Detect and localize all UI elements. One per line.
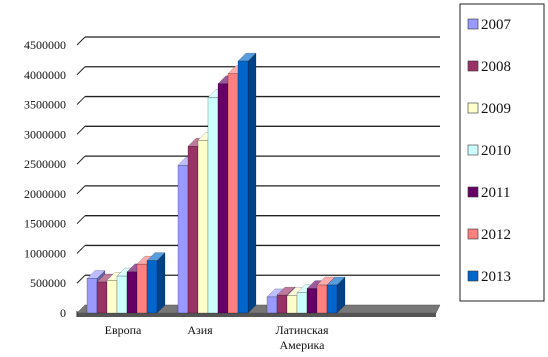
y-tick-label: 500000 bbox=[30, 276, 66, 290]
legend-swatch bbox=[467, 102, 479, 114]
gridline-depth bbox=[76, 66, 86, 76]
y-tick-label: 3000000 bbox=[24, 127, 66, 141]
legend-label: 2009 bbox=[481, 101, 511, 117]
y-tick-label: 1500000 bbox=[24, 217, 66, 231]
x-tick-label: Латинская bbox=[275, 323, 329, 337]
bar bbox=[146, 260, 158, 314]
y-tick-label: 1000000 bbox=[24, 246, 66, 260]
legend-swatch bbox=[467, 144, 479, 156]
bar-side bbox=[156, 251, 166, 314]
y-tick-label: 0 bbox=[60, 306, 66, 320]
legend-swatch bbox=[467, 60, 479, 72]
bar bbox=[217, 83, 229, 314]
bar bbox=[207, 97, 219, 314]
bar bbox=[286, 295, 298, 314]
y-axis: 0 500000 1000000 1500000 2000000 2500000 30000… bbox=[24, 38, 66, 320]
gridline-depth bbox=[76, 125, 86, 135]
bar bbox=[227, 73, 239, 314]
bar bbox=[266, 296, 278, 314]
x-tick-label: Америка bbox=[280, 338, 326, 352]
bar bbox=[96, 281, 108, 314]
gridline-depth bbox=[76, 36, 86, 46]
legend-label: 2012 bbox=[481, 227, 511, 243]
bar-side bbox=[247, 52, 257, 314]
y-tick-label: 4500000 bbox=[24, 38, 66, 52]
bar bbox=[326, 284, 338, 314]
bars bbox=[86, 52, 346, 314]
bar bbox=[116, 275, 128, 314]
legend-swatch bbox=[467, 186, 479, 198]
legend-label: 2010 bbox=[481, 143, 511, 159]
bar bbox=[197, 140, 209, 314]
legend-label: 2007 bbox=[481, 17, 512, 33]
legend-label: 2011 bbox=[481, 185, 510, 201]
legend-swatch bbox=[467, 270, 479, 282]
bar bbox=[106, 279, 118, 314]
legend-label: 2013 bbox=[481, 269, 511, 285]
y-tick-label: 2000000 bbox=[24, 187, 66, 201]
gridline-depth bbox=[76, 185, 86, 195]
bar bbox=[276, 294, 288, 314]
bar bbox=[316, 284, 328, 314]
bar bbox=[136, 263, 148, 314]
legend-label: 2008 bbox=[481, 59, 511, 75]
gridline-depth bbox=[76, 155, 86, 165]
y-tick-label: 2500000 bbox=[24, 157, 66, 171]
x-tick-label: Азия bbox=[187, 323, 213, 337]
gridline-depth bbox=[76, 96, 86, 105]
legend-swatch bbox=[467, 18, 479, 30]
legend-swatch bbox=[467, 228, 479, 240]
bar bbox=[296, 292, 308, 314]
bar bbox=[187, 145, 199, 314]
legend: 2007 2008 2009 2010 2011 2012 2013 bbox=[459, 3, 545, 302]
gridline-depth bbox=[76, 274, 86, 284]
bar bbox=[306, 288, 318, 314]
bar bbox=[86, 278, 98, 314]
gridline-depth bbox=[76, 215, 86, 225]
floor-front bbox=[77, 313, 436, 317]
x-tick-label: Европа bbox=[105, 323, 142, 337]
bar bbox=[177, 165, 189, 314]
y-tick-label: 4000000 bbox=[24, 68, 66, 82]
gridline-depth bbox=[76, 245, 86, 254]
y-tick-label: 3500000 bbox=[24, 98, 66, 112]
bar bbox=[237, 60, 249, 314]
gridlines bbox=[76, 36, 440, 284]
bar bbox=[126, 271, 138, 314]
